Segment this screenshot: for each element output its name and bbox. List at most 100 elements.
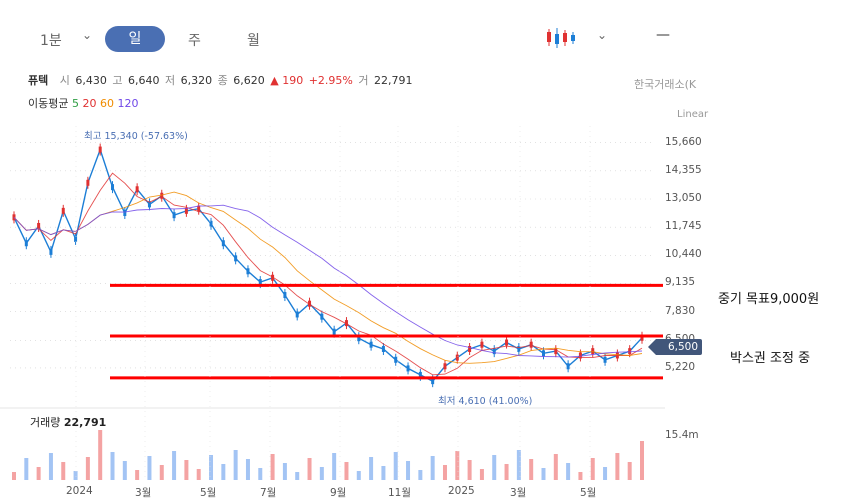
tab-week[interactable]: 주 [188, 33, 201, 49]
line-tool-icon[interactable]: — [656, 27, 670, 43]
volume-bar [233, 450, 238, 480]
candle-body [566, 363, 570, 370]
candle-body [111, 184, 115, 191]
volume-bar [455, 451, 460, 480]
candle-body [468, 345, 472, 352]
y-tick-label: 11,745 [665, 220, 702, 233]
candlestick-icon[interactable] [545, 26, 577, 50]
volume-bar [98, 430, 103, 480]
ma-label: 이동평균 [28, 97, 69, 110]
candle-body [258, 279, 262, 286]
chevron-down-icon[interactable]: ⌄ [82, 28, 93, 42]
interval-select[interactable]: 1분 [40, 33, 62, 49]
volume-bar [356, 471, 361, 480]
candle-body [172, 212, 176, 219]
volume-bar [270, 454, 275, 480]
chevron-down-icon[interactable]: ⌄ [597, 28, 608, 42]
volume-bar [159, 465, 164, 480]
volume-bar [73, 471, 78, 480]
chart-toolbar: 1분 ⌄ 일 주 월 ⌄ — [0, 0, 712, 78]
volume-bar [282, 463, 287, 480]
candle-body [123, 210, 127, 217]
tab-day[interactable]: 일 [105, 26, 165, 52]
volume-bar [295, 472, 300, 480]
candle-body [418, 371, 422, 378]
volume-bar [430, 456, 435, 480]
y-tick-label: 13,050 [665, 191, 702, 204]
volume-title: 거래량 22,791 [30, 416, 107, 429]
volume-bar [24, 458, 29, 480]
volume-bar [184, 460, 189, 480]
candle-body [160, 192, 164, 199]
candle-body [443, 363, 447, 370]
volume-bar [344, 462, 349, 480]
volume-bar [221, 464, 226, 480]
volume-bar [578, 472, 583, 480]
quote-volume: 22,791 [374, 74, 413, 87]
x-tick-label: 7월 [260, 487, 277, 499]
x-tick-label: 9월 [330, 487, 347, 499]
candle-body [184, 207, 188, 214]
moving-average-legend: 이동평균 5 20 60 120 [28, 95, 138, 111]
volume-bar [122, 461, 127, 480]
candle-body [640, 334, 644, 341]
scale-mode[interactable]: Linear [677, 109, 709, 120]
volume-bar [381, 466, 386, 480]
volume-bar [48, 453, 53, 480]
stock-name: 퓨텍 [28, 74, 49, 87]
volume-bar [85, 457, 90, 480]
quote-bar: 퓨텍 시 6,430 고 6,640 저 6,320 종 6,620 ▲ 190… [28, 74, 413, 87]
y-tick-label: 14,355 [665, 163, 702, 176]
annotation-box: 박스권 조정 중 [730, 351, 811, 366]
candle-body [135, 186, 139, 193]
candle-body [369, 341, 373, 348]
candle-body [295, 311, 299, 318]
candle-body [24, 240, 28, 247]
x-tick-label: 2025 [448, 485, 475, 497]
volume-bar [319, 467, 324, 480]
ma-60: 60 [99, 97, 114, 110]
moving-average-line [13, 191, 643, 364]
candle-body [320, 313, 324, 320]
volume-bar [516, 450, 521, 480]
y-tick-label: 9,135 [665, 276, 696, 289]
volume-bar [529, 459, 534, 480]
volume-bar [209, 455, 214, 480]
candle-body [332, 328, 336, 335]
x-tick-label: 3월 [510, 487, 527, 499]
volume-bar [245, 459, 250, 480]
volume-bar [467, 460, 472, 480]
candle-body [357, 335, 361, 342]
volume-bar [135, 470, 140, 480]
open-price: 6,430 [75, 74, 107, 87]
x-tick-label: 5월 [580, 487, 597, 499]
volume-bar [406, 461, 411, 480]
candle-body [578, 352, 582, 359]
candle-body [209, 220, 213, 227]
candle-body [37, 222, 41, 229]
candle-body [86, 179, 90, 186]
candle-body [308, 300, 312, 307]
low-marker-label: 최저 4,610 (41.00%) [438, 396, 533, 407]
candle-body [246, 268, 250, 275]
y-tick-label: 15,660 [665, 135, 702, 148]
candle-body [197, 205, 201, 212]
volume-bar [369, 457, 374, 480]
y-tick-label: 7,830 [665, 304, 696, 317]
low-price: 6,320 [180, 74, 213, 87]
volume-bar [418, 470, 423, 480]
volume-bar [553, 454, 558, 480]
x-tick-label: 3월 [135, 487, 152, 499]
price-change-pct: +2.95% [308, 74, 353, 87]
x-tick-label: 11월 [388, 487, 412, 499]
volume-bar [36, 467, 41, 480]
volume-bar [110, 452, 115, 480]
candle-body [406, 365, 410, 372]
volume-bar [196, 469, 201, 480]
volume-bar [479, 469, 484, 480]
exchange-label: 한국거래소(K [634, 78, 697, 91]
volume-bar [258, 468, 263, 480]
volume-axis-tick: 15.4m [665, 429, 699, 441]
tab-month[interactable]: 월 [247, 33, 260, 49]
